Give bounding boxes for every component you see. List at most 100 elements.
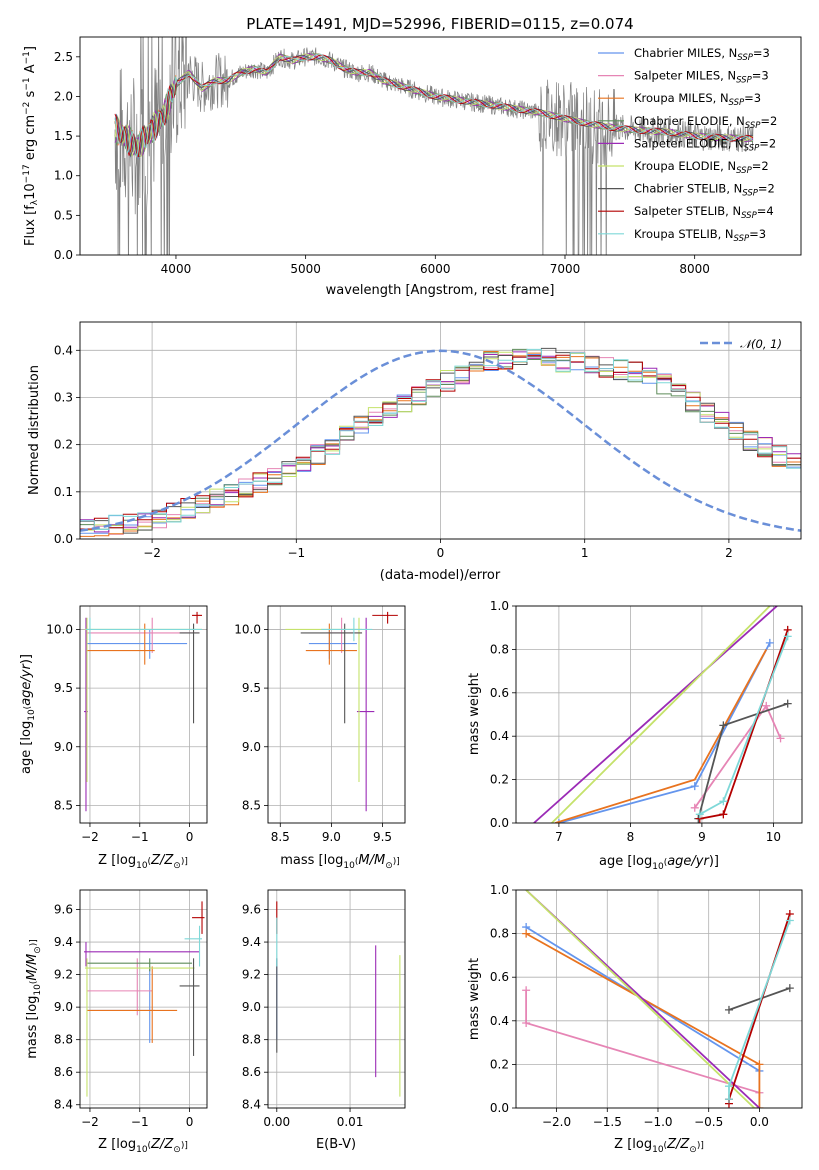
y-tick-label: 9.5 bbox=[54, 681, 73, 695]
residuals-plot-area bbox=[80, 347, 801, 537]
mass-vs-Z-axes: −2 −1 0 8.4 8.6 8.8 9.0 9.2 9.4 9.6 Z [log10(Z/Z⊙)… bbox=[25, 889, 208, 1155]
y-tick-label: 8.4 bbox=[54, 1098, 73, 1112]
mass-weight-line bbox=[551, 606, 771, 823]
y-tick-label: 1.5 bbox=[54, 129, 73, 143]
y-tick-label: 8.4 bbox=[242, 1098, 261, 1112]
mass-vs-Z-plot-area bbox=[83, 901, 205, 1097]
y-tick-label: 9.5 bbox=[242, 681, 261, 695]
data-point-marker bbox=[785, 916, 794, 925]
data-point-marker bbox=[755, 1104, 764, 1108]
x-tick-label: −1 bbox=[131, 830, 149, 844]
data-point-marker bbox=[724, 1005, 733, 1014]
x-axis-label: Z [log10(Z/Z⊙)] bbox=[614, 1137, 704, 1155]
x-tick-label: 7 bbox=[555, 830, 563, 844]
massweight-vs-age-plot-area bbox=[533, 606, 792, 823]
x-axis-label: age [log10(age/yr)] bbox=[599, 854, 719, 872]
x-tick-label: 0 bbox=[186, 1115, 194, 1129]
x-axis-label: mass [log10(M/M⊙)] bbox=[280, 853, 400, 871]
x-tick-label: −2 bbox=[81, 830, 99, 844]
y-tick-label: 8.6 bbox=[54, 1065, 73, 1079]
x-tick-label: 0.01 bbox=[337, 1115, 364, 1129]
data-point-marker bbox=[776, 734, 785, 743]
age-vs-mass-axes: 8.5 9.0 9.5 8.5 9.0 9.5 10.0 mass [log10(M/M⊙)] bbox=[234, 605, 406, 871]
x-tick-label: 0.00 bbox=[263, 1115, 290, 1129]
data-point-marker bbox=[690, 782, 699, 791]
data-point-marker bbox=[765, 638, 774, 647]
x-tick-label: −2 bbox=[81, 1115, 99, 1129]
y-tick-label: 10.0 bbox=[46, 622, 73, 636]
age-vs-mass-frame bbox=[267, 605, 406, 824]
residuals-axes: −2 −1 0 1 2 0.0 0.1 0.2 0.3 0.4 𝒩(0, 1) (data-model… bbox=[27, 321, 802, 583]
legend-label: Kroupa STELIB, NSSP=3 bbox=[634, 227, 766, 244]
y-tick-label: 1.0 bbox=[490, 599, 509, 613]
y-tick-label: 9.6 bbox=[54, 903, 73, 917]
y-axis-label: Flux [fλ10−17 erg cm−2 s−1 A−1] bbox=[22, 46, 40, 246]
mass-weight-line bbox=[697, 702, 788, 819]
y-tick-label: 8.5 bbox=[54, 798, 73, 812]
y-tick-label: 9.6 bbox=[242, 903, 261, 917]
y-tick-label: 9.0 bbox=[242, 740, 261, 754]
y-tick-label: 0.4 bbox=[490, 729, 509, 743]
histogram-step-line bbox=[80, 348, 801, 530]
age-vs-Z-axes: −2 −1 0 8.5 9.0 9.5 10.0 Z [log10(Z/Z⊙)] age [lo… bbox=[19, 605, 208, 871]
spectrum-model-line bbox=[114, 53, 754, 157]
legend-label: Salpeter MILES, NSSP=3 bbox=[634, 69, 769, 86]
figure-title: PLATE=1491, MJD=52996, FIBERID=0115, z=0… bbox=[246, 15, 633, 33]
mass-weight-line bbox=[533, 606, 778, 823]
data-point-marker bbox=[762, 701, 771, 710]
legend-label: Salpeter STELIB, NSSP=4 bbox=[634, 204, 774, 221]
y-tick-label: 0.5 bbox=[54, 208, 73, 222]
spectrum-plot-area bbox=[114, 37, 754, 255]
legend-label: Chabrier STELIB, NSSP=2 bbox=[634, 182, 775, 199]
x-tick-label: 0.0 bbox=[750, 1115, 769, 1129]
x-axis-label: (data-model)/error bbox=[380, 568, 501, 583]
y-tick-label: 0.0 bbox=[490, 1101, 509, 1115]
y-tick-label: 0.0 bbox=[54, 532, 73, 546]
data-point-marker bbox=[695, 810, 704, 819]
y-tick-label: 0.3 bbox=[54, 390, 73, 404]
x-tick-label: −2.0 bbox=[542, 1115, 571, 1129]
y-tick-label: 10.0 bbox=[234, 622, 261, 636]
x-tick-label: 7000 bbox=[550, 262, 581, 276]
y-tick-label: 9.4 bbox=[242, 935, 261, 949]
x-tick-label: −0.5 bbox=[694, 1115, 723, 1129]
x-tick-label: 9.5 bbox=[373, 830, 392, 844]
y-axis-label: mass weight bbox=[467, 958, 482, 1040]
mass-weight-line bbox=[728, 987, 791, 1011]
y-tick-label: 0.6 bbox=[490, 686, 509, 700]
massweight-vs-Z-plot-area bbox=[522, 890, 794, 1108]
x-axis-label: Z [log10(Z/Z⊙)] bbox=[98, 1137, 188, 1155]
data-point-marker bbox=[755, 1060, 764, 1069]
y-tick-label: 8.5 bbox=[242, 798, 261, 812]
massweight-vs-Z-frame bbox=[515, 889, 803, 1109]
data-point-marker bbox=[554, 819, 563, 823]
x-tick-label: −1.5 bbox=[593, 1115, 622, 1129]
x-axis-label: wavelength [Angstrom, rest frame] bbox=[326, 283, 555, 298]
data-point-marker bbox=[785, 984, 794, 993]
y-tick-label: 1.0 bbox=[490, 883, 509, 897]
x-axis-label: Z [log10(Z/Z⊙)] bbox=[98, 853, 188, 871]
y-tick-label: 0.2 bbox=[490, 1057, 509, 1071]
y-tick-label: 8.8 bbox=[54, 1033, 73, 1047]
data-point-marker bbox=[719, 721, 728, 730]
histogram-step-line bbox=[80, 351, 801, 533]
x-tick-label: 2 bbox=[725, 546, 733, 560]
data-point-marker bbox=[783, 632, 792, 641]
x-tick-label: −1.0 bbox=[643, 1115, 672, 1129]
y-axis-label: mass [log10(M/M⊙)] bbox=[25, 939, 43, 1059]
data-point-marker bbox=[522, 986, 531, 995]
x-tick-label: 5000 bbox=[290, 262, 321, 276]
y-tick-label: 2.5 bbox=[54, 50, 73, 64]
y-tick-label: 0.4 bbox=[490, 1014, 509, 1028]
spectrum-model-line bbox=[114, 54, 754, 158]
histogram-step-line bbox=[80, 351, 801, 537]
histogram-step-line bbox=[80, 351, 801, 535]
mass-vs-Z-frame bbox=[79, 889, 208, 1109]
histogram-step-line bbox=[80, 348, 801, 531]
mass-weight-line bbox=[525, 890, 755, 1108]
mass-weight-line bbox=[558, 642, 771, 823]
histogram-step-line bbox=[80, 351, 801, 531]
y-tick-label: 9.2 bbox=[54, 968, 73, 982]
x-tick-label: 10 bbox=[766, 830, 781, 844]
